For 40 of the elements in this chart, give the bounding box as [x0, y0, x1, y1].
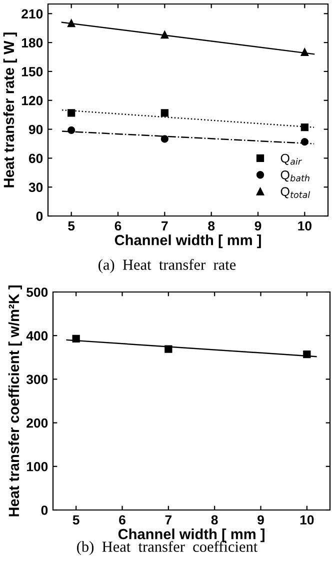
x-tick-label: 5: [68, 221, 75, 231]
y-tick-label: 90: [28, 124, 43, 134]
y-tick-label: 30: [28, 182, 43, 192]
y-axis-title: Heat transfer rate [ W ]: [3, 32, 17, 188]
x-tick-label: 8: [208, 221, 215, 231]
point: [68, 109, 76, 117]
y-tick-label: 400: [26, 331, 48, 341]
point: [160, 109, 168, 117]
x-tick-label: 10: [298, 221, 312, 231]
x-tick-label: 5: [72, 515, 80, 525]
legend-label: Q$_{bath}$: [280, 170, 310, 182]
y-tick-label: 500: [26, 288, 48, 297]
x-tick-label: 10: [300, 515, 314, 525]
x-tick-label: 7: [165, 515, 172, 524]
y-tick-label: 0: [36, 212, 43, 221]
point: [68, 126, 76, 134]
y-tick-label: 300: [26, 374, 48, 384]
y-tick-label: 120: [22, 96, 43, 106]
x-axis-title: Channel width [ mm ]: [114, 234, 261, 248]
y-tick-label: 210: [22, 9, 43, 19]
y-tick-label: 100: [26, 462, 48, 472]
y-tick-label: 0: [41, 506, 48, 515]
x-tick-label: 6: [114, 221, 122, 231]
x-tick-label: 9: [254, 221, 262, 231]
x-axis-title: Channel width [ mm ]: [118, 528, 264, 542]
legend-label: Q$_{total}$: [280, 187, 310, 198]
x-tick-label: 9: [258, 515, 264, 525]
y-tick-label: 60: [28, 154, 43, 164]
point: [300, 124, 308, 132]
point: [160, 135, 168, 143]
y-axis-title: Heat transfer coefficient [ w/m²K ]: [8, 286, 22, 516]
y-tick-label: 150: [22, 67, 43, 76]
y-tick-label: 200: [26, 418, 48, 428]
text: (b) Heat transfer coefficient: [77, 540, 258, 556]
x-tick-label: 8: [211, 515, 218, 525]
text: (a) Heat transfer rate: [98, 258, 236, 274]
x-tick-label: 7: [162, 221, 168, 230]
y-tick-label: 180: [22, 38, 43, 48]
legend-label: Q$_{air}$: [280, 154, 302, 165]
x-tick-label: 6: [119, 515, 126, 525]
